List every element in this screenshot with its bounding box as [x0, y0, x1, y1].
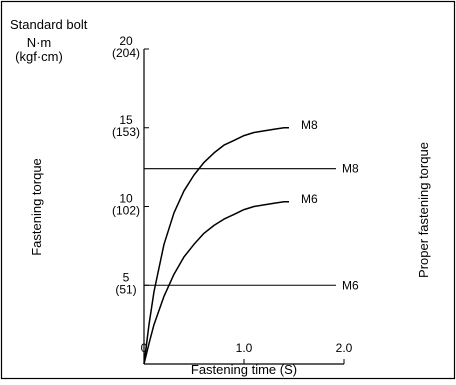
chart-title: Standard bolt	[10, 17, 88, 32]
series-line-m8	[143, 127, 289, 365]
reference-label-m6: M6	[342, 278, 359, 292]
series-label-m6: M6	[301, 192, 318, 206]
y-tick-label: 5	[123, 270, 130, 284]
x-tick-label: 0	[141, 341, 148, 355]
reference-label-m8: M8	[342, 162, 359, 176]
y-tick-label: 20	[119, 34, 133, 48]
series-label-m8: M8	[301, 118, 318, 132]
y-tick-sublabel: (153)	[112, 125, 140, 139]
y-tick-label: 15	[119, 113, 133, 127]
y-tick-sublabel: (204)	[112, 46, 140, 60]
series-layer: M8 M6	[143, 118, 318, 365]
y-tick-sublabel: (51)	[115, 282, 136, 296]
units-bottom: (kgf·cm)	[15, 49, 63, 64]
y-axis-label-left: Fastening torque	[29, 158, 44, 256]
axes-layer: 5(51) 10(102) 15(153) 20(204) 0 1.0 2.0	[112, 34, 353, 365]
series-line-m6	[143, 201, 289, 365]
reference-lines-layer: M8 M6	[144, 162, 359, 292]
y-tick-label: 10	[119, 192, 133, 206]
y-axis-label-right: Proper fastening torque	[416, 142, 431, 278]
x-tick-label: 2.0	[336, 341, 353, 355]
units-top: N·m	[27, 35, 52, 50]
x-axis-label: Fastening time (S)	[191, 362, 297, 377]
y-tick-sublabel: (102)	[112, 204, 140, 218]
x-tick-label: 1.0	[236, 341, 253, 355]
